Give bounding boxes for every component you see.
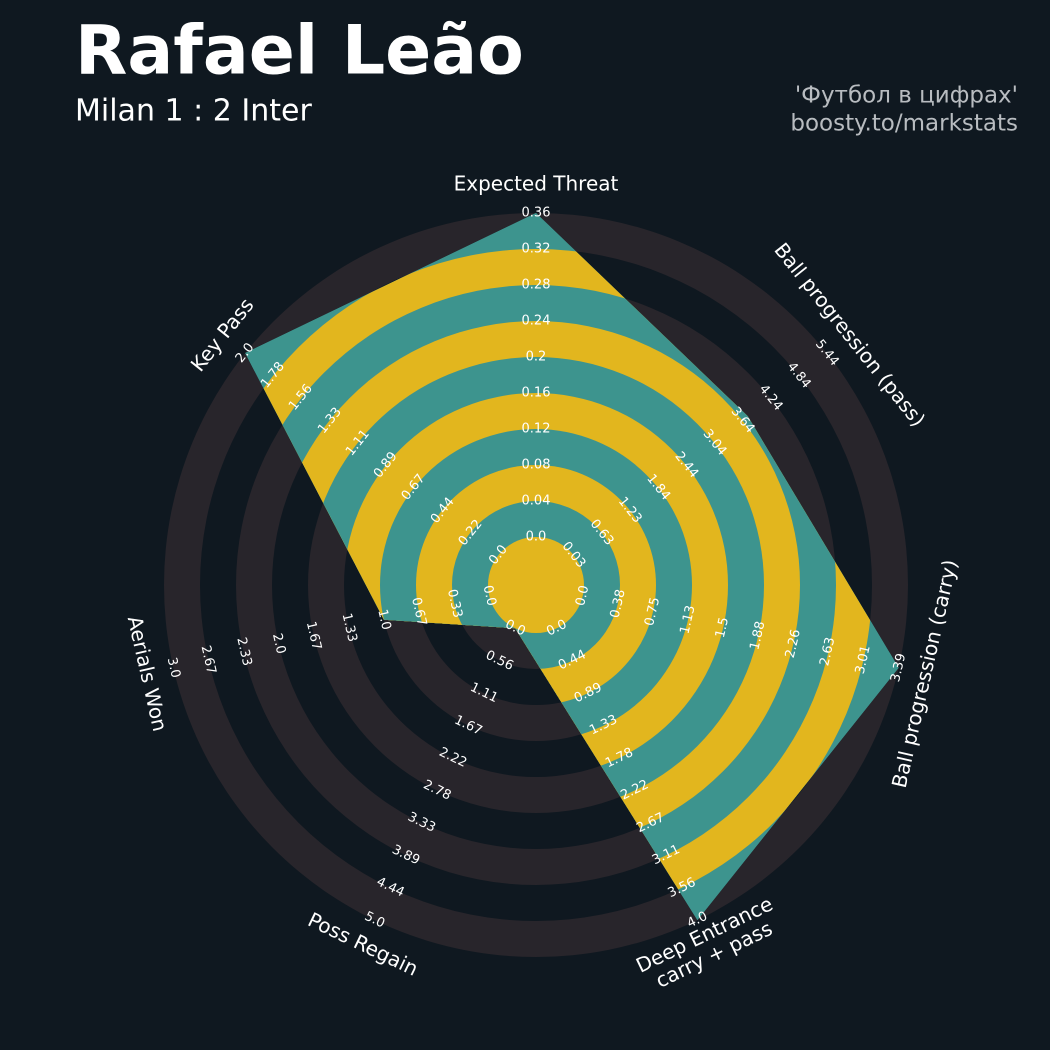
tick-label: 2.67 bbox=[198, 644, 219, 676]
tick-label: 0.38 bbox=[608, 588, 629, 620]
tick-label: 2.63 bbox=[817, 636, 838, 668]
tick-label: 1.13 bbox=[678, 604, 699, 636]
tick-label: 0.16 bbox=[522, 386, 551, 401]
tick-label: 0.12 bbox=[522, 422, 551, 437]
tick-label: 0.28 bbox=[522, 278, 551, 293]
credit: boosty.to/markstats bbox=[790, 111, 1018, 137]
tick-label: 0.33 bbox=[444, 588, 465, 620]
tick-label: 3.01 bbox=[853, 644, 874, 676]
tick-label: 0.32 bbox=[522, 242, 551, 257]
tick-label: 2.33 bbox=[233, 636, 254, 668]
tick-label: 0.0 bbox=[526, 530, 547, 545]
tick-label: 0.0 bbox=[480, 584, 499, 608]
tick-label: 0.36 bbox=[522, 206, 551, 221]
tick-label: 0.04 bbox=[522, 494, 551, 509]
tick-label: 0.75 bbox=[642, 596, 663, 628]
tick-label: 0.08 bbox=[522, 458, 551, 473]
chart-subtitle: Milan 1 : 2 Inter bbox=[75, 94, 312, 129]
tick-label: 0.24 bbox=[522, 314, 551, 329]
tick-label: 0.0 bbox=[573, 584, 592, 608]
tick-label: 1.0 bbox=[374, 608, 393, 632]
chart-title: Rafael Leão bbox=[75, 12, 524, 91]
tick-label: 1.33 bbox=[339, 612, 360, 644]
tick-label: 1.5 bbox=[713, 616, 732, 640]
tick-label: 1.88 bbox=[747, 620, 768, 652]
tick-label: 0.67 bbox=[408, 596, 429, 628]
tick-label: 3.39 bbox=[888, 652, 909, 684]
ring bbox=[488, 537, 584, 633]
tick-label: 0.2 bbox=[526, 350, 547, 365]
tick-label: 2.26 bbox=[783, 628, 804, 660]
credit: 'Футбол в цифрах' bbox=[795, 83, 1018, 109]
tick-label: 3.0 bbox=[164, 656, 183, 680]
tick-label: 2.0 bbox=[269, 632, 288, 656]
axis-label: Expected Threat bbox=[454, 172, 619, 196]
tick-label: 1.67 bbox=[303, 620, 324, 652]
